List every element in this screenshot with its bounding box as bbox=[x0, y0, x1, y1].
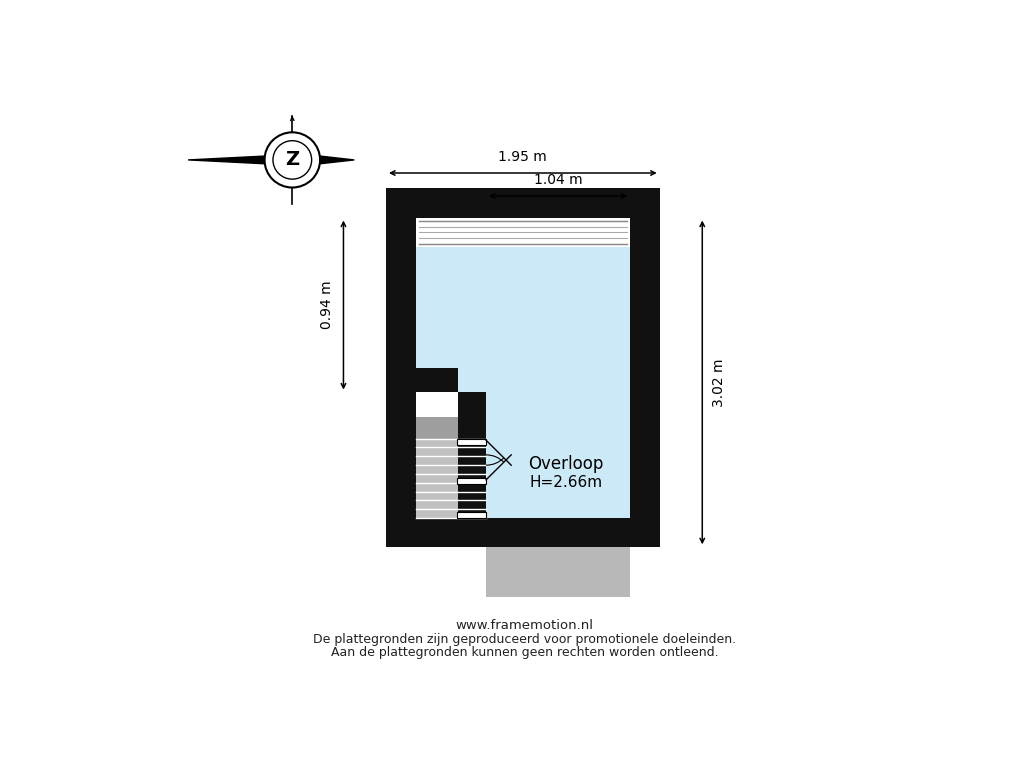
Bar bbox=[457, 439, 486, 445]
Polygon shape bbox=[188, 156, 264, 164]
Bar bbox=[416, 247, 630, 392]
Bar bbox=[386, 188, 659, 217]
Bar bbox=[486, 392, 630, 518]
Text: Aan de plattegronden kunnen geen rechten worden ontleend.: Aan de plattegronden kunnen geen rechten… bbox=[331, 646, 719, 659]
Text: De plattegronden zijn geproduceerd voor promotionele doeleinden.: De plattegronden zijn geproduceerd voor … bbox=[313, 633, 736, 646]
Bar bbox=[486, 548, 630, 597]
Bar bbox=[416, 417, 458, 439]
Bar bbox=[386, 217, 416, 548]
Text: 3.02 m: 3.02 m bbox=[712, 358, 726, 407]
Bar bbox=[416, 368, 458, 392]
Text: Z: Z bbox=[286, 151, 299, 170]
Bar bbox=[630, 217, 659, 548]
Polygon shape bbox=[321, 156, 354, 164]
Bar bbox=[457, 511, 486, 518]
Bar bbox=[416, 439, 458, 518]
Bar bbox=[386, 518, 659, 548]
Text: www.framemotion.nl: www.framemotion.nl bbox=[456, 619, 594, 632]
Bar bbox=[419, 220, 627, 244]
Text: Overloop: Overloop bbox=[528, 455, 603, 472]
Bar bbox=[458, 392, 486, 518]
Text: 0.94 m: 0.94 m bbox=[321, 281, 334, 329]
Text: 1.95 m: 1.95 m bbox=[499, 150, 547, 164]
Text: 1.04 m: 1.04 m bbox=[534, 173, 583, 187]
Text: H=2.66m: H=2.66m bbox=[529, 475, 602, 490]
Bar bbox=[457, 478, 486, 485]
